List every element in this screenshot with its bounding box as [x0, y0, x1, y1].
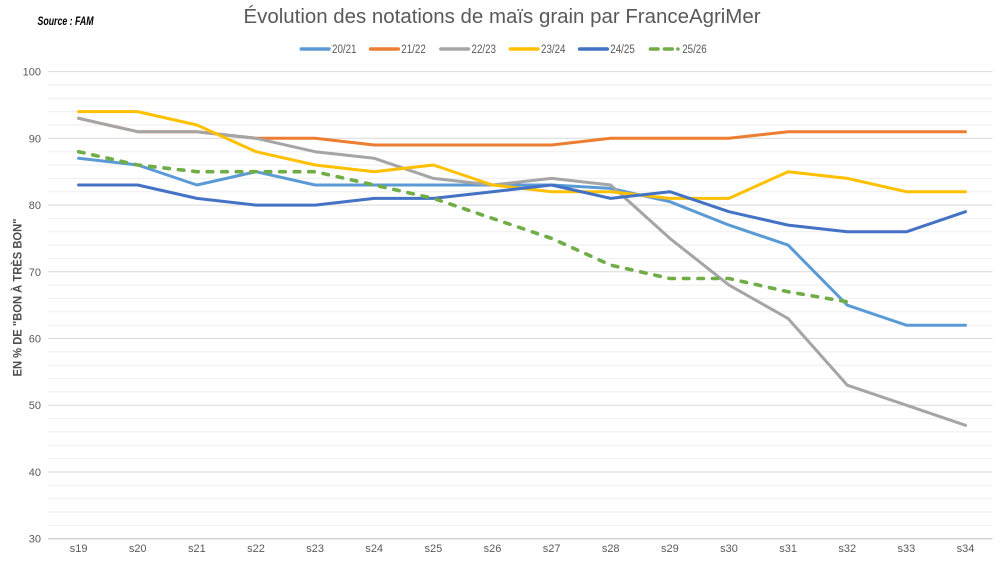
- svg-text:20/21: 20/21: [332, 44, 357, 56]
- svg-text:80: 80: [29, 200, 41, 212]
- svg-text:s32: s32: [838, 543, 856, 555]
- svg-text:s27: s27: [543, 543, 561, 555]
- svg-text:30: 30: [29, 534, 41, 546]
- svg-text:s24: s24: [365, 543, 383, 555]
- svg-text:s29: s29: [661, 543, 679, 555]
- svg-text:s21: s21: [188, 543, 206, 555]
- svg-text:23/24: 23/24: [541, 44, 566, 56]
- svg-text:s23: s23: [306, 543, 324, 555]
- svg-text:60: 60: [29, 334, 41, 346]
- svg-text:s20: s20: [129, 543, 147, 555]
- svg-text:s28: s28: [602, 543, 620, 555]
- svg-text:40: 40: [29, 467, 41, 479]
- svg-text:s34: s34: [957, 543, 975, 555]
- svg-text:EN % DE "BON À TRÈS BON": EN % DE "BON À TRÈS BON": [12, 219, 25, 377]
- svg-text:s25: s25: [425, 543, 443, 555]
- svg-text:s22: s22: [247, 543, 265, 555]
- svg-text:21/22: 21/22: [401, 44, 426, 56]
- svg-text:90: 90: [29, 133, 41, 145]
- svg-text:25/26: 25/26: [682, 44, 707, 56]
- svg-text:22/23: 22/23: [472, 44, 497, 56]
- svg-text:s31: s31: [779, 543, 797, 555]
- svg-text:Source : FAM: Source : FAM: [38, 16, 94, 28]
- svg-text:24/25: 24/25: [610, 44, 635, 56]
- svg-text:s33: s33: [898, 543, 916, 555]
- svg-text:s30: s30: [720, 543, 738, 555]
- svg-text:100: 100: [23, 67, 41, 79]
- svg-text:s26: s26: [484, 543, 502, 555]
- svg-text:70: 70: [29, 267, 41, 279]
- svg-text:Évolution des notations de maï: Évolution des notations de maïs grain pa…: [244, 5, 761, 28]
- svg-text:s19: s19: [70, 543, 88, 555]
- svg-text:50: 50: [29, 400, 41, 412]
